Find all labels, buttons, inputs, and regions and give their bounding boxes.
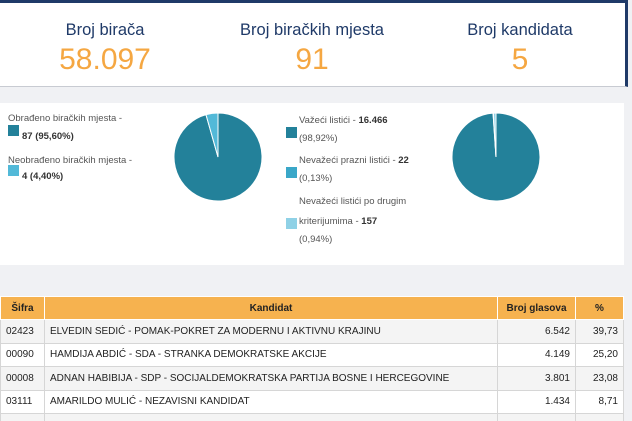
cell-pct: 25,20 bbox=[575, 342, 624, 367]
results-table: Šifra Kandidat Broj glasova % 02423 ELVE… bbox=[0, 296, 624, 421]
stat-value: 5 bbox=[511, 43, 529, 76]
stat-label: Broj biračkih mjesta bbox=[240, 21, 384, 39]
stat-voters: Broj birača 58.097 bbox=[25, 21, 185, 77]
cell-code: 00090 bbox=[0, 342, 45, 367]
cell-code: 03111 bbox=[0, 389, 45, 414]
cell-code: 00008 bbox=[0, 366, 45, 391]
cell-votes: 4.149 bbox=[497, 342, 576, 367]
legend-invalid-other: kriterijumima - 157 bbox=[299, 216, 378, 227]
cell-candidate: ADNAN HABIBIJA - SDP - SOCIJALDEMOKRATSK… bbox=[44, 366, 498, 391]
legend-swatch bbox=[8, 125, 19, 136]
stat-candidates: Broj kandidata 5 bbox=[440, 21, 600, 77]
legend-invalid-empty-pct: (0,13%) bbox=[299, 173, 333, 184]
table-row[interactable]: 02423 ELVEDIN SEDIĆ - POMAK-POKRET ZA MO… bbox=[0, 319, 624, 344]
table-row[interactable] bbox=[0, 413, 624, 421]
legend-invalid-other-pct: (0,94%) bbox=[299, 234, 333, 245]
ballots-slice-2[interactable] bbox=[492, 112, 497, 158]
header-candidate[interactable]: Kandidat bbox=[44, 296, 498, 320]
legend-swatch bbox=[286, 218, 297, 229]
cell-votes bbox=[497, 413, 576, 421]
legend-valid: Važeći listići - 16.466 bbox=[299, 115, 388, 126]
pie-chart-ballots bbox=[451, 112, 541, 202]
legend-unprocessed-value: 4 (4,40%) bbox=[22, 171, 64, 182]
header-pct[interactable]: % bbox=[575, 296, 624, 320]
cell-pct: 8,71 bbox=[575, 389, 624, 414]
summary-card: Obrađeno biračkih mjesta - 87 (95,60%) N… bbox=[0, 103, 624, 265]
table-row[interactable]: 00090 HAMDIJA ABDIĆ - SDA - STRANKA DEMO… bbox=[0, 342, 624, 367]
cell-pct: 23,08 bbox=[575, 366, 624, 391]
stat-label: Broj kandidata bbox=[467, 21, 573, 39]
stat-value: 58.097 bbox=[59, 43, 151, 76]
cell-code bbox=[0, 413, 45, 421]
cell-candidate: ELVEDIN SEDIĆ - POMAK-POKRET ZA MODERNU … bbox=[44, 319, 498, 344]
legend-processed-label: Obrađeno biračkih mjesta - bbox=[8, 113, 123, 124]
header-votes[interactable]: Broj glasova bbox=[497, 296, 576, 320]
polling-stations-slice-1[interactable] bbox=[205, 112, 219, 158]
cell-pct: 39,73 bbox=[575, 319, 624, 344]
header-code[interactable]: Šifra bbox=[0, 296, 45, 320]
cell-code: 02423 bbox=[0, 319, 45, 344]
table-row[interactable]: 00008 ADNAN HABIBIJA - SDP - SOCIJALDEMO… bbox=[0, 366, 624, 391]
legend-unprocessed-label: Neobrađeno biračkih mjesta - bbox=[8, 155, 133, 166]
table-header-row: Šifra Kandidat Broj glasova % bbox=[0, 296, 624, 320]
legend-invalid-empty: Nevažeći prazni listići - 22 bbox=[299, 155, 409, 166]
legend-valid-pct: (98,92%) bbox=[299, 133, 338, 144]
cell-votes: 1.434 bbox=[497, 389, 576, 414]
cell-candidate: AMARILDO MULIĆ - NEZAVISNI KANDIDAT bbox=[44, 389, 498, 414]
legend-swatch bbox=[8, 165, 19, 176]
stats-card: Broj birača 58.097 Broj biračkih mjesta … bbox=[0, 0, 628, 87]
legend-processed-value: 87 (95,60%) bbox=[22, 131, 74, 142]
stat-label: Broj birača bbox=[65, 21, 145, 39]
stat-polling-stations: Broj biračkih mjesta 91 bbox=[222, 21, 402, 77]
pie-chart-polling-stations bbox=[173, 112, 263, 202]
results-card: Šifra Kandidat Broj glasova % 02423 ELVE… bbox=[0, 296, 624, 421]
legend-invalid-other-label: Nevažeći listići po drugim bbox=[299, 196, 407, 207]
cell-votes: 3.801 bbox=[497, 366, 576, 391]
stat-value: 91 bbox=[295, 43, 329, 76]
cell-candidate bbox=[44, 413, 498, 421]
cell-candidate: HAMDIJA ABDIĆ - SDA - STRANKA DEMOKRATSK… bbox=[44, 342, 498, 367]
legend-swatch bbox=[286, 127, 297, 138]
cell-votes: 6.542 bbox=[497, 319, 576, 344]
cell-pct bbox=[575, 413, 624, 421]
legend-swatch bbox=[286, 167, 297, 178]
table-row[interactable]: 03111 AMARILDO MULIĆ - NEZAVISNI KANDIDA… bbox=[0, 389, 624, 414]
